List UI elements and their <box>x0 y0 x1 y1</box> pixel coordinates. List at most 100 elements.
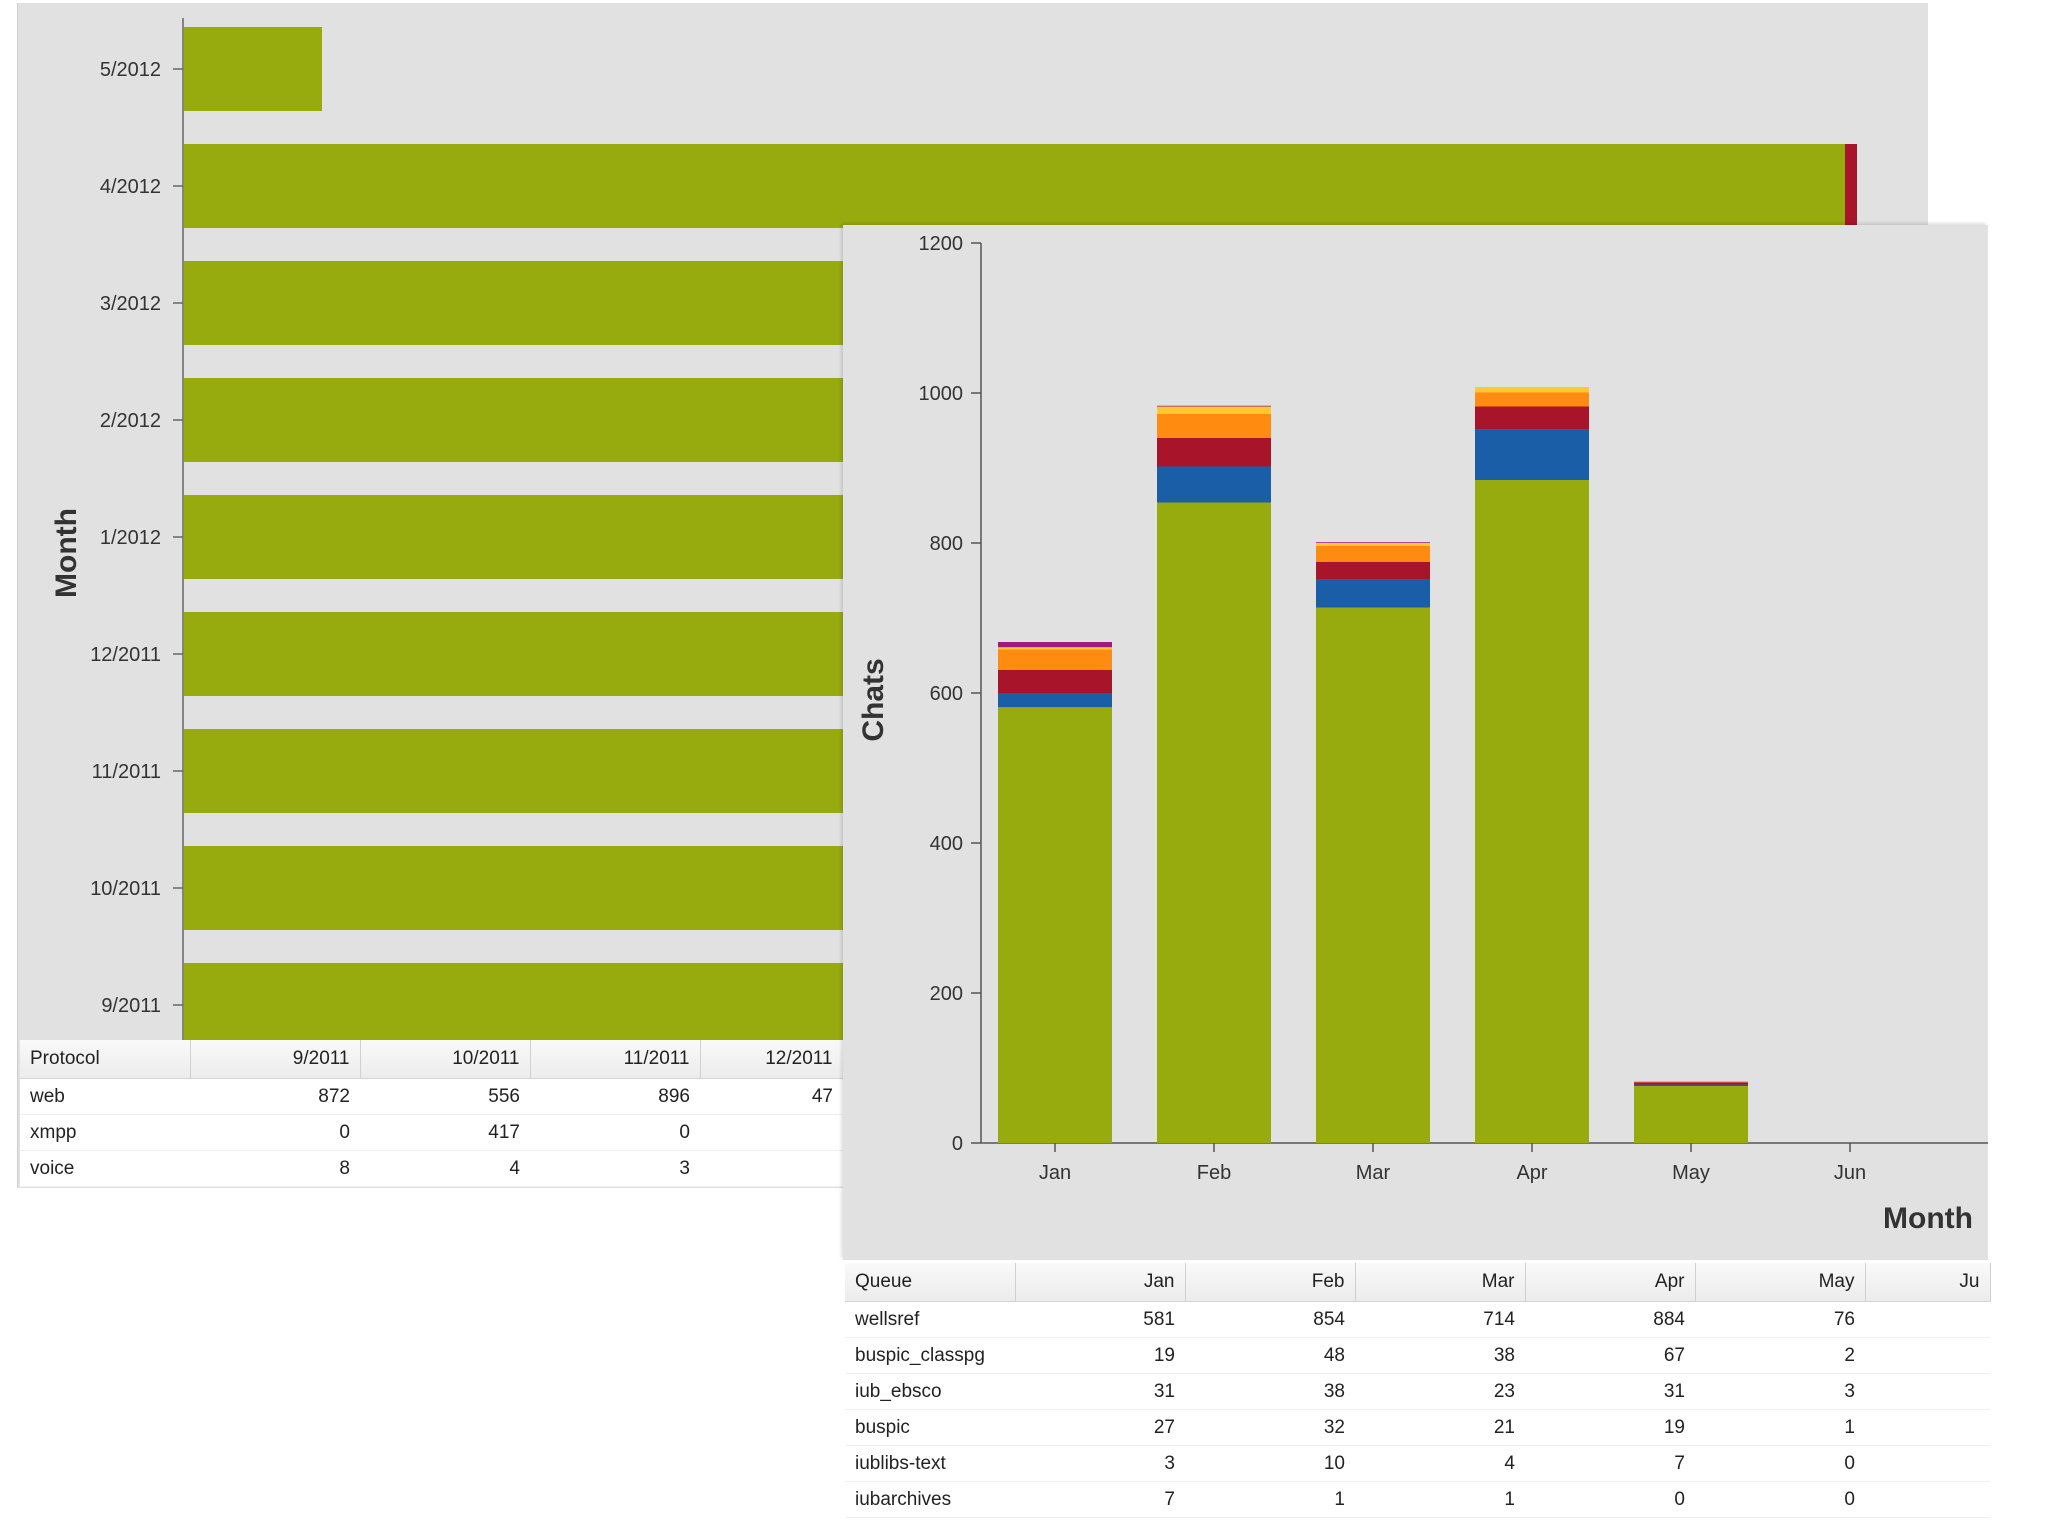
column-header-feb[interactable]: Feb <box>1185 1263 1356 1302</box>
y-tick-label-12-2011: 12/2011 <box>90 644 161 666</box>
y-tick-label-2-2012: 2/2012 <box>100 410 161 432</box>
y-tick-label-0: 0 <box>952 1133 963 1155</box>
y-tick-label-9-2011: 9/2011 <box>101 995 161 1017</box>
bar-segment-apr-wellsref <box>1475 480 1589 1143</box>
table-row: xmpp 0 417 0 <box>20 1114 843 1151</box>
column-header-9-2011[interactable]: 9/2011 <box>190 1040 361 1079</box>
table-cell: 32 <box>1185 1409 1355 1446</box>
x-tick-label-feb: Feb <box>1197 1162 1231 1184</box>
monthly-queue-chart-panel: 0 200 400 600 800 1000 1200 Jan Feb Mar Apr May Jun M… <box>843 225 1988 1260</box>
table-cell: 0 <box>530 1114 700 1151</box>
protocol-name-cell: xmpp <box>20 1114 190 1151</box>
table-cell: 19 <box>1525 1409 1695 1446</box>
queue-name-cell: iublibs-text <box>845 1445 1015 1482</box>
column-header-jan[interactable]: Jan <box>1015 1263 1186 1302</box>
table-cell: 714 <box>1355 1301 1525 1338</box>
table-cell: 2 <box>1695 1337 1865 1374</box>
table-cell: 3 <box>1015 1445 1185 1482</box>
table-cell <box>700 1150 843 1187</box>
queue-name-cell: wellsref <box>845 1301 1015 1338</box>
bar-segment-mar-buspic <box>1316 546 1430 562</box>
bar-segment-jan-iublibs-text <box>998 647 1112 650</box>
x-tick-label-may: May <box>1672 1162 1710 1184</box>
queue-name-cell: buspic <box>845 1409 1015 1446</box>
queue-name-cell: iub_ebsco <box>845 1373 1015 1410</box>
bar-segment-jan-iub-ebsco <box>998 669 1112 693</box>
queue-column-header[interactable]: Queue <box>845 1263 1016 1302</box>
column-header-mar[interactable]: Mar <box>1355 1263 1526 1302</box>
table-cell: 3 <box>530 1150 700 1187</box>
monthly-protocol-bar-chart: 5/2012 4/2012 3/2012 2/2012 1/2012 12/2011 11/… <box>50 18 1857 1047</box>
bar-segment-mar-wellsref <box>1316 607 1430 1143</box>
table-cell: 896 <box>530 1078 700 1115</box>
column-header-may[interactable]: May <box>1695 1263 1866 1302</box>
y-tick-label-200: 200 <box>930 983 963 1005</box>
y-tick-label-5-2012: 5/2012 <box>100 59 161 81</box>
bar-segment-may-buspic-classpg <box>1634 1084 1748 1086</box>
bar-segment-feb-buspic-classpg <box>1157 466 1271 503</box>
table-cell: 581 <box>1015 1301 1185 1338</box>
table-cell: 417 <box>360 1114 530 1151</box>
table-row: web 872 556 896 47 <box>20 1078 843 1115</box>
table-cell: 556 <box>360 1078 530 1115</box>
table-cell <box>1865 1409 1990 1446</box>
column-header-jun[interactable]: Ju <box>1865 1263 1991 1302</box>
queue-name-cell: iubarchives <box>845 1481 1015 1518</box>
protocol-column-header[interactable]: Protocol <box>20 1040 191 1079</box>
table-cell: 31 <box>1525 1373 1695 1410</box>
table-cell: 854 <box>1185 1301 1355 1338</box>
table-row: iubarchives 7 1 1 0 0 <box>845 1481 1990 1518</box>
table-cell: 7 <box>1525 1445 1695 1482</box>
table-cell: 19 <box>1015 1337 1185 1374</box>
bar-segment-feb-buspic <box>1157 414 1271 438</box>
y-tick-label-3-2012: 3/2012 <box>100 293 161 315</box>
table-cell: 23 <box>1355 1373 1525 1410</box>
bar-segment-feb-iublibs-text <box>1157 406 1271 414</box>
y-tick-label-600: 600 <box>930 683 963 705</box>
x-tick-label-mar: Mar <box>1356 1162 1391 1184</box>
queue-name-cell: buspic_classpg <box>845 1337 1015 1374</box>
x-tick-label-apr: Apr <box>1516 1162 1547 1184</box>
bar-segment-4-2012-red <box>1845 144 1857 228</box>
table-cell: 0 <box>190 1114 360 1151</box>
table-row: voice 8 4 3 <box>20 1150 843 1187</box>
table-cell <box>1865 1337 1990 1374</box>
column-header-12-2011[interactable]: 12/2011 <box>700 1040 844 1079</box>
bar-segment-apr-buspic <box>1475 392 1589 407</box>
table-cell: 31 <box>1015 1373 1185 1410</box>
protocol-name-cell: voice <box>20 1150 190 1187</box>
bar-segment-mar-iub-ebsco <box>1316 561 1430 579</box>
table-cell: 1 <box>1185 1481 1355 1518</box>
bar-segment-jan-wellsref <box>998 707 1112 1143</box>
y-tick-label-4-2012: 4/2012 <box>100 176 161 198</box>
y-tick-label-1000: 1000 <box>919 383 964 405</box>
y-tick-label-1-2012: 1/2012 <box>100 527 161 549</box>
table-cell: 48 <box>1185 1337 1355 1374</box>
table-cell: 872 <box>190 1078 360 1115</box>
bar-segment-feb-wellsref <box>1157 502 1271 1143</box>
bar-segment-jan-buspic-classpg <box>998 693 1112 708</box>
column-header-11-2011[interactable]: 11/2011 <box>530 1040 701 1079</box>
bar-11-2011 <box>184 729 844 813</box>
bar-1-2012 <box>184 495 844 579</box>
bar-12-2011 <box>184 612 844 696</box>
table-cell: 76 <box>1695 1301 1865 1338</box>
table-cell: 1 <box>1695 1409 1865 1446</box>
y-tick-label-10-2011: 10/2011 <box>90 878 161 900</box>
table-cell <box>1865 1481 1990 1518</box>
y-tick-label-1200: 1200 <box>919 233 964 255</box>
table-cell: 67 <box>1525 1337 1695 1374</box>
bar-segment-jan-buspic <box>998 649 1112 670</box>
bar-segment-mar-buspic-classpg <box>1316 579 1430 608</box>
table-row: iub_ebsco 31 38 23 31 3 <box>845 1373 1990 1410</box>
bar-3-2012 <box>184 261 844 345</box>
table-row: buspic 27 32 21 19 1 <box>845 1409 1990 1446</box>
bar-segment-apr-buspic-classpg <box>1475 429 1589 480</box>
protocol-table-header-row: Protocol 9/2011 10/2011 11/2011 12/2011 <box>20 1040 844 1079</box>
table-cell <box>1865 1301 1990 1338</box>
bar-segment-mar-iubarchives <box>1316 542 1430 543</box>
table-row: buspic_classpg 19 48 38 67 2 <box>845 1337 1990 1374</box>
column-header-10-2011[interactable]: 10/2011 <box>360 1040 531 1079</box>
column-header-apr[interactable]: Apr <box>1525 1263 1696 1302</box>
bar-segment-may-iub-ebsco <box>1634 1082 1748 1085</box>
